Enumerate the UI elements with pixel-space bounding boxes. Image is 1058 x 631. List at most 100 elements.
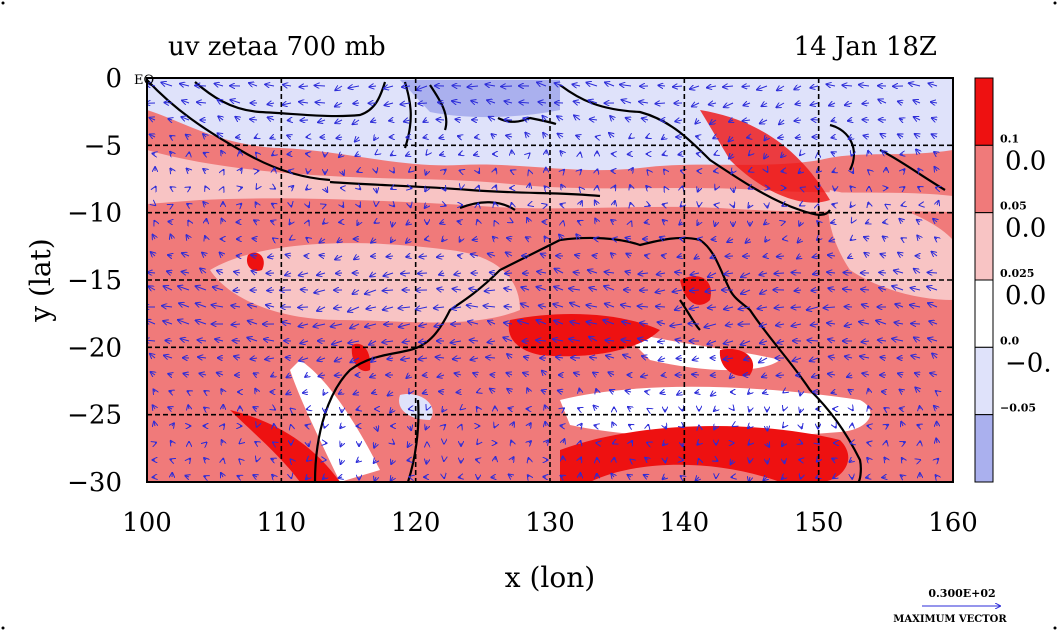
wind-vector (319, 239, 326, 243)
wind-vector (404, 120, 411, 122)
wind-vector (936, 475, 937, 477)
wind-vector (165, 340, 173, 341)
wind-vector (902, 458, 903, 460)
wind-vector (440, 222, 444, 224)
wind-vector (933, 219, 937, 222)
wind-vector (879, 272, 887, 273)
wind-vector (586, 83, 598, 86)
wind-vector (656, 306, 666, 307)
wind-vector (401, 358, 411, 360)
wind-vector (220, 253, 223, 256)
wind-vector (832, 120, 835, 121)
wind-vector (504, 306, 513, 307)
wind-vector (161, 82, 173, 86)
wind-vector (372, 392, 376, 393)
wind-vector (240, 168, 242, 171)
corner-mark (1053, 1, 1057, 5)
wind-vector (613, 443, 614, 444)
wind-vector (182, 253, 190, 256)
wind-vector (677, 392, 682, 395)
wind-vector (537, 82, 547, 86)
wind-vector (659, 358, 666, 361)
wind-vector (580, 458, 581, 460)
wind-vector (181, 117, 190, 120)
wind-vector (215, 84, 224, 86)
colorbar-level-label: 0.0 (1000, 334, 1019, 347)
wind-vector (406, 375, 410, 378)
wind-vector (827, 272, 836, 273)
wind-vector (383, 290, 394, 291)
wind-vector (406, 256, 410, 257)
wind-vector (320, 255, 326, 256)
wind-vector (690, 86, 700, 89)
wind-vector (697, 153, 699, 154)
wind-vector (898, 253, 903, 256)
wind-vector (387, 358, 394, 359)
wind-vector (504, 323, 513, 324)
wind-vector (306, 477, 308, 479)
wind-vector (473, 373, 478, 375)
vector-legend-value: 0.300E+02 (928, 587, 995, 600)
wind-vector (911, 356, 921, 358)
colorbar-segment (974, 414, 994, 483)
wind-vector (521, 287, 530, 290)
wind-vector (901, 238, 903, 239)
wind-vector (681, 476, 682, 477)
wind-vector (595, 201, 597, 205)
wind-vector (526, 237, 529, 239)
wind-vector (932, 118, 937, 120)
wind-vector (221, 473, 223, 477)
wind-vector (764, 154, 767, 158)
wind-vector (708, 307, 717, 308)
wind-vector (775, 307, 785, 308)
x-axis-label: x (lon) (505, 561, 595, 594)
wind-vector (353, 120, 360, 124)
wind-vector (452, 307, 462, 309)
wind-vector (932, 134, 937, 137)
wind-vector (266, 305, 275, 307)
x-tick-label: 120 (391, 508, 441, 538)
wind-vector (560, 151, 563, 154)
wind-vector (286, 357, 292, 358)
wind-vector (234, 272, 241, 273)
wind-vector (524, 357, 529, 358)
wind-vector (852, 171, 853, 173)
wind-vector (252, 271, 257, 273)
chart-title-left: uv zetaa 700 mb (168, 32, 386, 62)
wind-vector (915, 134, 920, 137)
wind-vector (934, 152, 937, 154)
wind-vector (264, 339, 275, 341)
wind-vector (442, 409, 444, 412)
wind-vector (299, 86, 309, 87)
wind-vector (354, 256, 359, 259)
wind-vector (563, 170, 564, 171)
wind-vector (917, 220, 920, 222)
wind-vector (218, 133, 223, 137)
corner-mark (1, 1, 5, 5)
wind-vector (406, 154, 410, 156)
wind-vector (783, 409, 784, 410)
wind-vector (642, 356, 649, 358)
wind-vector (724, 341, 734, 344)
wind-vector (914, 117, 921, 120)
wind-vector (316, 102, 326, 103)
wind-vector (868, 170, 869, 171)
wind-vector (255, 389, 257, 392)
wind-vector (782, 477, 784, 479)
colorbar-level-label: 0.025 (1000, 267, 1034, 280)
wind-vector (248, 321, 258, 324)
wind-vector (410, 205, 411, 207)
wind-vector (759, 273, 768, 275)
wind-vector (724, 273, 734, 274)
wind-vector (151, 252, 155, 256)
wind-vector (849, 137, 852, 139)
wind-vector (204, 391, 206, 392)
wind-vector (469, 289, 479, 290)
wind-vector (639, 102, 649, 103)
wind-vector (569, 339, 581, 341)
wind-vector (182, 272, 190, 273)
wind-vector (371, 120, 376, 122)
wind-vector (402, 86, 411, 87)
wind-vector (425, 188, 427, 191)
wind-vector (845, 324, 853, 326)
